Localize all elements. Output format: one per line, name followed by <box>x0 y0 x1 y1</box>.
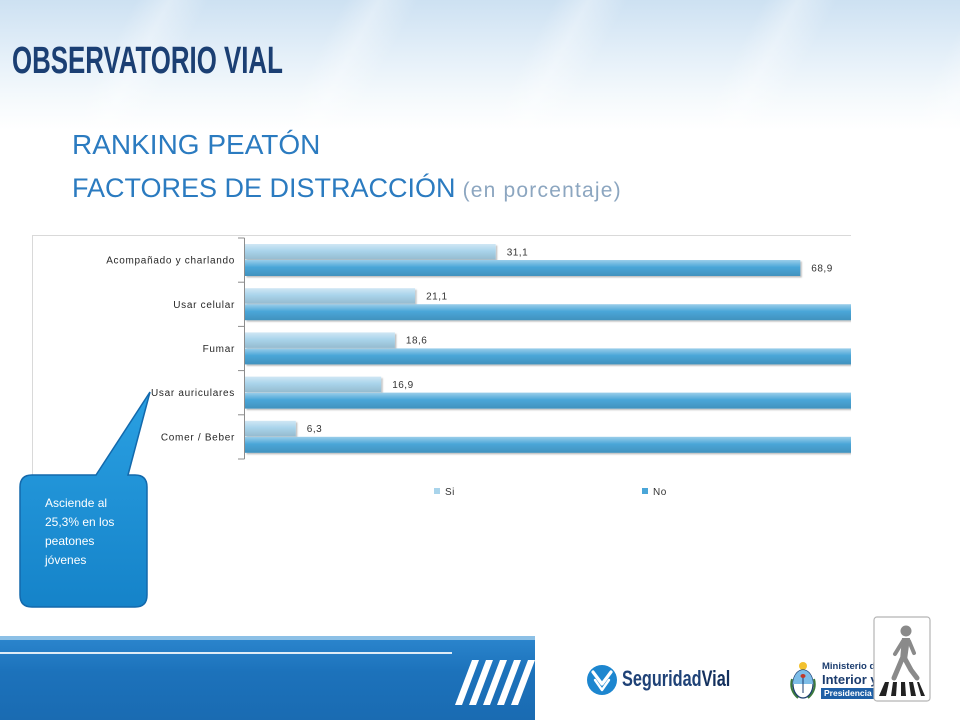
footer-band-stripe <box>0 652 452 654</box>
header-sheen <box>0 0 960 130</box>
chart-legend: Si No <box>434 487 667 498</box>
seguridad-vial-logo-icon <box>587 665 617 695</box>
page-title: RANKING PEATÓN <box>72 129 321 160</box>
coat-of-arms-icon <box>790 662 816 699</box>
data-label-si: 6,3 <box>307 424 322 435</box>
callout-line: jóvenes <box>45 553 87 567</box>
bar-si <box>245 376 382 393</box>
bar-no <box>245 304 851 321</box>
data-label-si: 21,1 <box>426 292 447 303</box>
data-label-si: 16,9 <box>392 380 413 391</box>
category-label: Comer / Beber <box>161 432 235 443</box>
category-label: Usar celular <box>173 300 235 311</box>
callout-line: peatones <box>45 534 95 548</box>
bar-chart: Acompañado y charlando Usar celular Fumar U… <box>32 235 851 551</box>
data-labels: 31,1 68,9 21,1 18,6 16,9 6,3 <box>307 247 832 435</box>
presidency-label: Presidencia d <box>821 688 883 699</box>
axis-ticks <box>238 237 245 460</box>
data-label-si: 31,1 <box>507 247 528 258</box>
bar-si <box>245 244 496 260</box>
ministry-name-line1: Ministerio de <box>822 661 881 672</box>
pedestrian-crossing-icon <box>873 616 931 702</box>
bar-no <box>245 436 851 453</box>
footer-band-highlight <box>0 636 535 640</box>
legend-swatch-si <box>434 488 440 494</box>
category-label: Usar auriculares <box>151 388 235 399</box>
bars-group <box>245 244 851 453</box>
footer-slashes-decoration <box>455 660 535 705</box>
subtitle-text: FACTORES DE DISTRACCIÓN <box>72 173 456 203</box>
bar-si <box>245 420 296 437</box>
category-label: Acompañado y charlando <box>106 256 235 267</box>
data-label-si: 18,6 <box>406 336 427 347</box>
logo-word-vial: Vial <box>701 666 731 691</box>
category-label: Fumar <box>203 344 235 355</box>
callout-text: Asciende al 25,3% en los peatones jóvene… <box>45 494 141 570</box>
legend-label-no: No <box>653 487 667 498</box>
logo-word-seguridad: Seguridad <box>622 666 702 691</box>
page-subtitle: FACTORES DE DISTRACCIÓN (en porcentaje) <box>72 172 622 207</box>
callout-line: 25,3% en los <box>45 515 115 529</box>
bar-no <box>245 392 851 409</box>
subtitle-unit-note: (en porcentaje) <box>462 179 622 202</box>
seguridad-vial-logo-text: SeguridadVial <box>622 667 730 691</box>
legend-label-si: Si <box>445 487 455 498</box>
bar-no <box>245 260 801 276</box>
legend-swatch-no <box>642 488 648 494</box>
callout-line: Asciende al <box>45 496 108 510</box>
ministry-name-line2: Interior y <box>822 672 878 687</box>
data-label-no: 68,9 <box>811 264 832 275</box>
bar-si <box>245 288 416 304</box>
callout-shape <box>19 391 151 608</box>
bar-no <box>245 348 851 365</box>
category-labels: Acompañado y charlando Usar celular Fumar U… <box>106 256 235 444</box>
brand-title: OBSERVATORIO VIAL <box>12 40 283 82</box>
callout-bubble <box>19 391 151 608</box>
bar-si <box>245 332 395 348</box>
